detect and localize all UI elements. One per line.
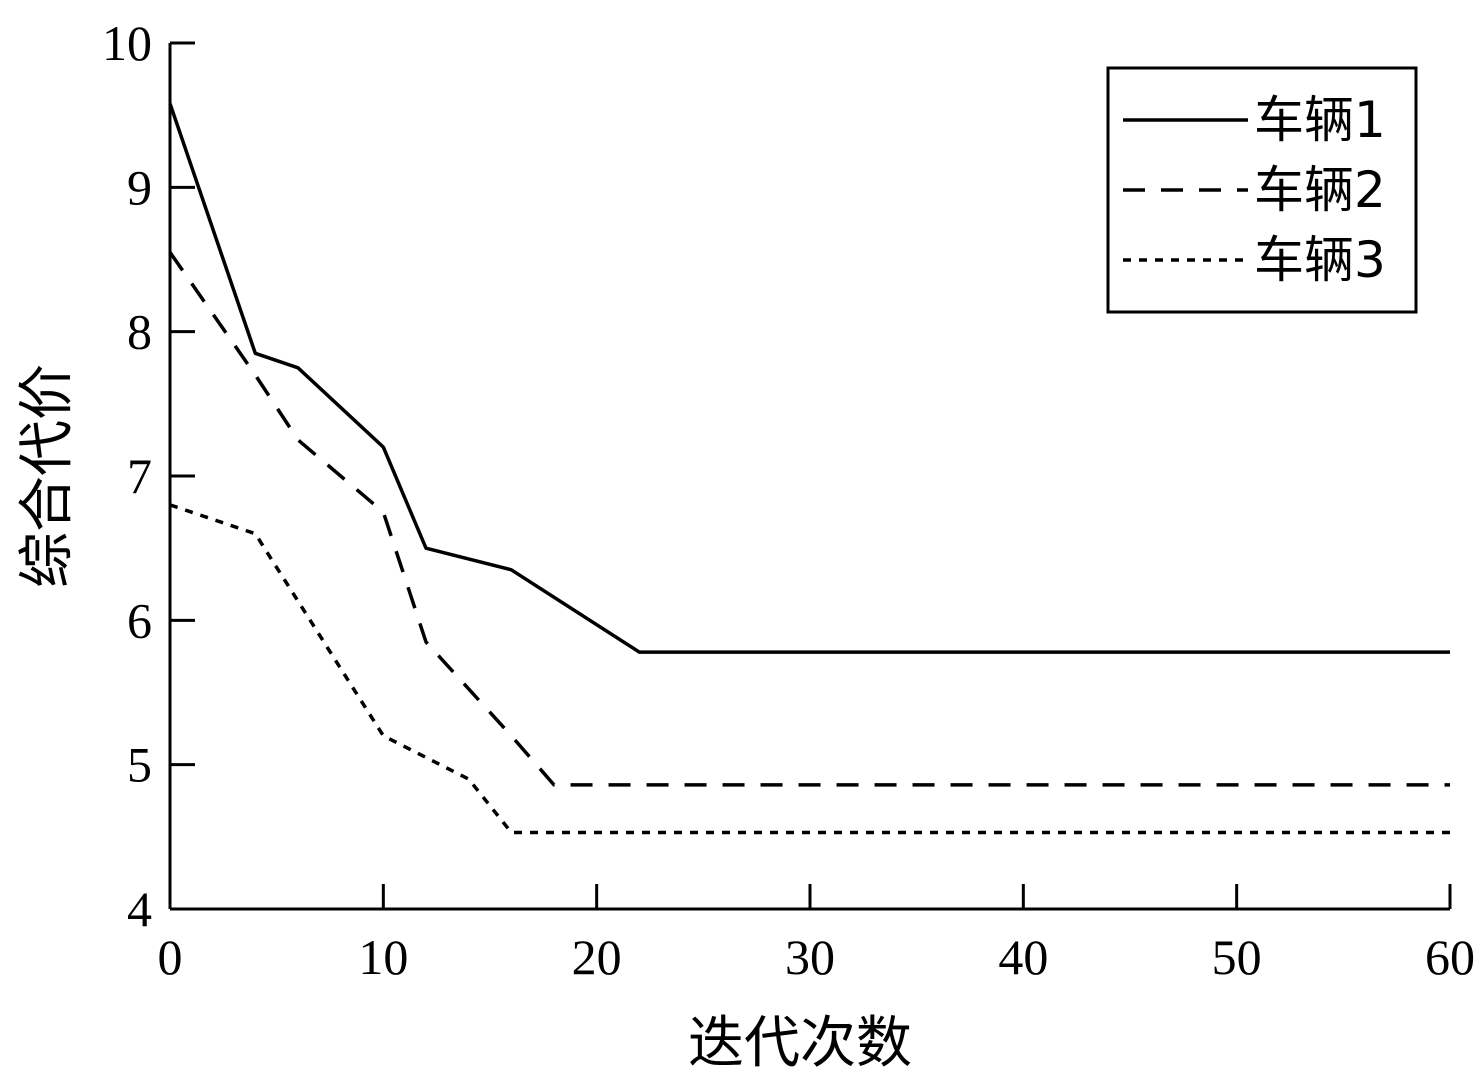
x-tick-label: 40: [998, 929, 1048, 985]
y-tick-label: 5: [127, 737, 152, 793]
legend-label-1: 车辆1: [1254, 91, 1386, 149]
legend-label-3: 车辆3: [1254, 231, 1386, 289]
y-tick-label: 9: [127, 159, 152, 215]
x-tick-label: 30: [785, 929, 835, 985]
x-ticks: 0 10 20 30 40 50 60: [158, 884, 1475, 985]
y-tick-label: 8: [127, 304, 152, 360]
y-axis-title: 综合代价: [15, 364, 80, 588]
y-tick-label: 10: [102, 15, 152, 71]
x-axis-title: 迭代次数: [688, 1011, 912, 1076]
series-line-1: [168, 103, 1450, 654]
y-tick-label: 4: [127, 881, 152, 937]
legend-label-2: 车辆2: [1254, 161, 1386, 219]
series-lines: [168, 103, 1450, 835]
x-tick-label: 0: [158, 929, 183, 985]
y-tick-label: 6: [127, 592, 152, 648]
x-tick-label: 60: [1425, 929, 1475, 985]
x-tick-label: 10: [358, 929, 408, 985]
y-ticks: 4 5 6 7 8 9 10: [102, 15, 195, 937]
x-tick-label: 20: [572, 929, 622, 985]
series-line-2: [168, 251, 1450, 787]
legend: 车辆1 车辆2 车辆3: [1106, 66, 1418, 314]
legend-box: [1106, 66, 1418, 314]
x-tick-label: 50: [1212, 929, 1262, 985]
y-tick-label: 7: [127, 448, 152, 504]
